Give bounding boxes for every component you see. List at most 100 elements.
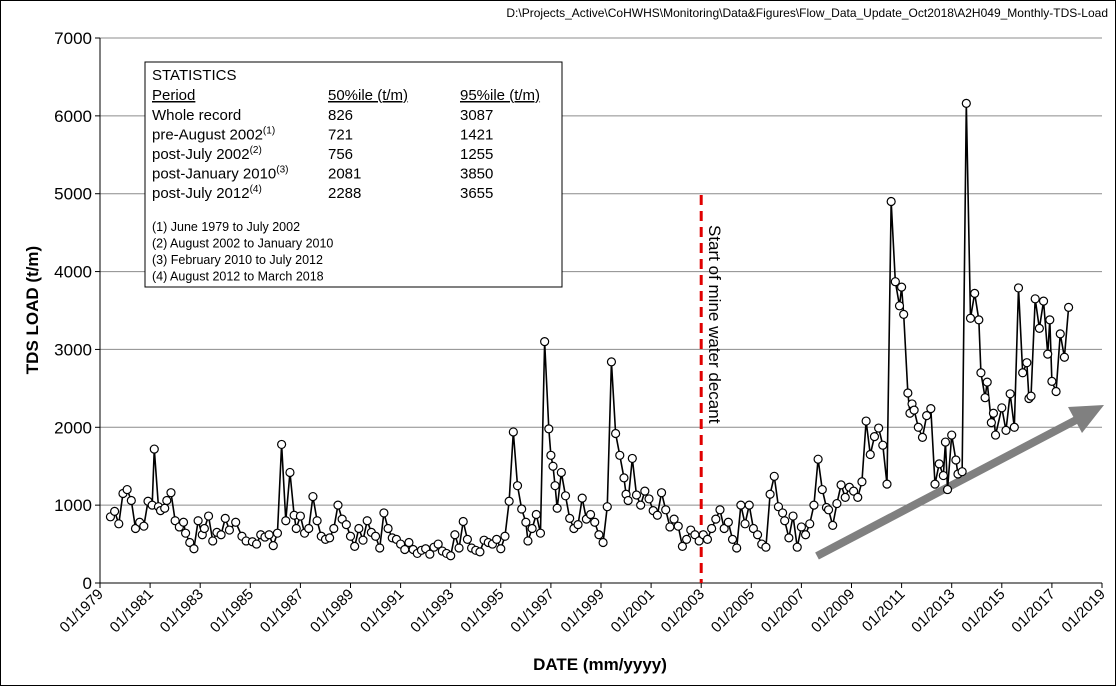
- data-point: [1047, 376, 1057, 386]
- stats-note: (2) August 2002 to January 2010: [152, 237, 333, 251]
- stats-note: (4) August 2012 to March 2018: [152, 270, 324, 284]
- data-point: [304, 523, 314, 534]
- data-point: [976, 368, 986, 378]
- data-point: [496, 544, 506, 554]
- data-point: [974, 315, 984, 325]
- data-point: [970, 288, 980, 298]
- data-point: [277, 439, 287, 450]
- stats-period: Whole record: [152, 107, 241, 124]
- data-point: [531, 509, 541, 520]
- data-point: [602, 502, 612, 512]
- data-point: [773, 502, 784, 512]
- data-point: [677, 541, 688, 552]
- data-point: [869, 432, 880, 442]
- data-point: [882, 479, 892, 489]
- data-point: [425, 549, 435, 559]
- stats-header: 50%ile (t/m): [328, 87, 408, 104]
- data-point: [982, 377, 992, 387]
- data-point: [170, 516, 180, 526]
- data-point: [462, 534, 472, 545]
- data-point: [752, 530, 763, 540]
- stats-title: STATISTICS: [152, 67, 236, 84]
- data-point: [341, 520, 351, 530]
- stats-note-ref: (2): [250, 145, 262, 156]
- stats-period: pre-August 2002(1): [152, 126, 275, 144]
- data-point: [644, 494, 654, 504]
- data-point: [832, 498, 842, 509]
- data-point: [162, 495, 172, 506]
- data-point: [938, 470, 948, 481]
- stats-note-ref: (4): [250, 184, 262, 195]
- data-point: [890, 277, 900, 287]
- data-point: [828, 520, 838, 530]
- data-point: [264, 530, 274, 540]
- stats-period-name: pre-August 2002: [152, 127, 263, 144]
- data-point: [661, 505, 671, 515]
- trend-arrow-head: [1068, 405, 1104, 433]
- y-tick-label: 4000: [54, 263, 92, 282]
- data-point: [180, 528, 191, 538]
- data-point: [761, 542, 771, 552]
- data-point: [769, 471, 779, 481]
- data-point: [178, 517, 189, 527]
- stats-p95: 3850: [460, 166, 493, 183]
- data-point: [308, 491, 318, 502]
- data-point: [550, 481, 560, 491]
- data-point: [848, 486, 859, 496]
- data-point: [285, 467, 295, 478]
- data-point: [707, 523, 717, 534]
- data-point: [122, 484, 132, 495]
- data-point: [350, 541, 360, 552]
- data-point: [379, 508, 389, 518]
- data-point: [1009, 422, 1019, 432]
- data-point: [611, 428, 621, 439]
- data-point: [865, 449, 875, 460]
- data-point: [521, 517, 531, 527]
- data-point: [512, 481, 523, 491]
- data-point: [951, 455, 961, 465]
- data-point: [231, 517, 241, 527]
- stats-note: (3) February 2010 to July 2012: [152, 253, 323, 267]
- data-point: [333, 500, 343, 510]
- stats-period: post-July 2012(4): [152, 184, 262, 202]
- data-point: [358, 535, 368, 545]
- x-axis-label: DATE (mm/yyyy): [533, 655, 667, 674]
- data-point: [874, 423, 884, 433]
- data-point: [636, 500, 646, 510]
- data-point: [853, 492, 863, 502]
- data-point: [500, 531, 510, 541]
- data-point: [126, 495, 136, 506]
- data-point: [548, 461, 558, 471]
- stats-p50: 2081: [328, 166, 361, 183]
- data-point: [1013, 283, 1024, 293]
- data-point: [370, 531, 381, 541]
- data-point: [615, 450, 625, 460]
- data-point: [114, 519, 124, 529]
- data-point: [556, 467, 566, 478]
- data-point: [577, 493, 587, 503]
- data-point: [681, 534, 692, 545]
- stats-note-ref: (1): [263, 126, 275, 137]
- data-point: [1043, 349, 1053, 359]
- data-point: [1001, 425, 1011, 435]
- y-tick-label: 6000: [54, 107, 92, 126]
- data-point: [216, 530, 226, 540]
- data-point: [295, 511, 305, 521]
- data-point: [149, 444, 159, 454]
- data-point: [961, 98, 971, 109]
- data-point: [1038, 296, 1049, 306]
- stats-p50: 2288: [328, 185, 361, 202]
- data-point: [546, 450, 556, 460]
- data-point: [203, 511, 214, 521]
- data-point: [508, 427, 518, 437]
- stats-p95: 1421: [460, 127, 493, 144]
- data-point: [185, 537, 195, 548]
- stats-period: post-January 2010(3): [152, 165, 288, 183]
- data-point: [894, 301, 905, 311]
- data-point: [517, 504, 527, 514]
- data-point: [788, 511, 798, 521]
- data-point: [840, 492, 850, 502]
- y-axis-label: TDS LOAD (t/m): [23, 246, 42, 374]
- data-point: [325, 533, 335, 543]
- data-point: [1059, 352, 1070, 362]
